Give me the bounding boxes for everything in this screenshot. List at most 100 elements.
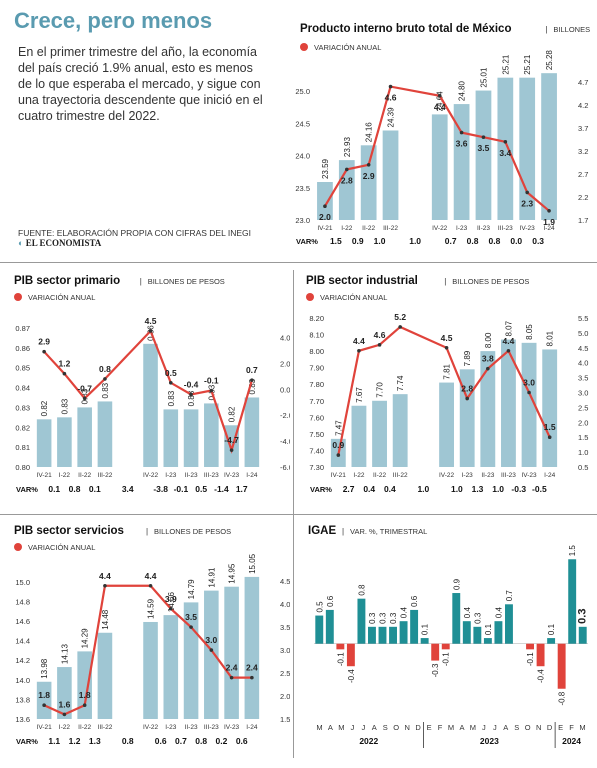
year-label: 2022	[359, 736, 378, 746]
y-tick-label: 13.8	[15, 695, 30, 704]
x-category-label: I-24	[246, 724, 258, 731]
var-value: 0.6	[155, 736, 167, 746]
bar-value-label: 0.1	[421, 623, 430, 635]
variation-label: 4.5	[441, 333, 453, 343]
variation-label: 4.4	[353, 336, 365, 346]
variation-label: 3.5	[478, 143, 490, 153]
bar-value-label: -0.1	[526, 652, 535, 666]
x-month-label: M	[338, 723, 344, 732]
var-value: -3.8	[153, 484, 168, 494]
variation-point	[525, 190, 529, 195]
y2-tick-label: -6.0	[280, 463, 290, 472]
variation-label: 1.9	[543, 217, 555, 227]
x-month-label: E	[427, 723, 432, 732]
variation-label: 3.6	[456, 139, 468, 149]
x-category-label: I-24	[544, 472, 556, 479]
divider-vertical	[293, 270, 294, 758]
bar	[473, 626, 482, 644]
variation-label: -0.7	[77, 383, 92, 393]
chart-title: Producto interno bruto total de México	[300, 23, 511, 35]
y2-tick-label: 2.0	[280, 359, 290, 368]
bar-value-label: 0.83	[101, 382, 110, 398]
variation-point	[377, 343, 382, 347]
variation-line	[337, 325, 551, 456]
bar	[521, 342, 537, 467]
x-category-label: IV-21	[331, 472, 347, 479]
y2-tick-label: 0.0	[280, 385, 290, 394]
bar-value-label: 0.3	[389, 612, 398, 624]
y-tick-label: 8.20	[309, 314, 324, 323]
bar-value-label: 14.79	[187, 579, 196, 600]
variation-label: 4.4	[434, 102, 446, 112]
chart-subtitle: VAR. %, TRIMESTRAL	[350, 527, 427, 536]
bar-value-label: 8.00	[484, 332, 493, 348]
y-tick-label: 23.5	[295, 184, 310, 193]
y2-tick-label: 4.5	[578, 344, 588, 353]
y-tick-label: 7.60	[309, 413, 324, 422]
variation-point	[398, 325, 402, 329]
var-value: 1.3	[472, 484, 484, 494]
var-value: 0.4	[363, 484, 375, 494]
variation-point	[82, 703, 87, 708]
x-category-label: I-23	[456, 225, 468, 232]
bar	[143, 343, 158, 467]
bar-value-label: 14.66	[167, 592, 176, 613]
variation-point	[169, 606, 173, 611]
bar-value-label: -0.3	[431, 663, 440, 677]
x-category-label: IV-22	[439, 472, 455, 479]
variation-label: 2.8	[461, 383, 473, 393]
variation-line	[43, 584, 252, 716]
var-value: -1.4	[214, 484, 229, 494]
y-tick-label: 23.0	[295, 216, 310, 225]
legend-marker-icon	[300, 43, 308, 51]
variation-point	[42, 349, 46, 354]
variation-label: 5.2	[394, 312, 406, 322]
bar-value-label: 14.91	[207, 567, 216, 588]
y2-tick-label: 2.0	[280, 692, 290, 701]
variation-point	[486, 366, 490, 371]
chart-subtitle: BILLONES DE PESOS	[148, 277, 225, 286]
bar	[452, 593, 461, 644]
bar	[325, 609, 334, 644]
chart-subtitle: BILLONES DE PESOS	[553, 25, 592, 34]
x-category-label: III-23	[204, 472, 219, 479]
x-category-label: I-22	[59, 724, 71, 731]
variation-point	[547, 435, 552, 439]
bar	[501, 339, 516, 467]
x-category-label: IV-23	[521, 472, 537, 479]
x-category-label: IV-22	[143, 724, 159, 731]
variation-point	[547, 209, 551, 213]
bar-value-label: 25.21	[523, 54, 532, 75]
bar	[77, 407, 92, 467]
var-value: 1.5	[330, 236, 342, 246]
bar	[536, 643, 545, 667]
bar-value-label: 14.59	[147, 598, 156, 619]
variation-point	[527, 390, 531, 395]
bar	[378, 626, 387, 644]
variation-label: 4.6	[385, 93, 397, 103]
bar	[420, 638, 429, 644]
bar	[578, 626, 587, 644]
bar-value-label: -0.8	[558, 691, 567, 705]
x-month-label: F	[438, 723, 443, 732]
bar	[163, 409, 179, 467]
var-value: 1.0	[492, 484, 504, 494]
x-category-label: II-22	[362, 225, 375, 232]
y2-tick-label: 2.7	[578, 170, 588, 179]
x-category-label: IV-23	[224, 724, 240, 731]
x-category-label: IV-21	[37, 472, 53, 479]
chart-subtitle-separator: |	[545, 25, 547, 34]
bar-value-label: 24.39	[387, 107, 396, 128]
y-tick-label: 14.0	[15, 676, 30, 685]
bar-value-label: 7.74	[396, 375, 405, 391]
variation-label: 2.0	[319, 212, 331, 222]
variation-point	[481, 135, 486, 139]
variation-point	[103, 583, 107, 588]
x-category-label: II-22	[78, 472, 91, 479]
y-tick-label: 0.85	[15, 364, 30, 373]
bar-value-label: 0.8	[357, 584, 366, 596]
bar-value-label: 14.48	[101, 609, 110, 630]
y-tick-label: 24.5	[295, 119, 310, 128]
bar	[204, 590, 219, 719]
bar-value-label: 7.89	[463, 350, 472, 366]
